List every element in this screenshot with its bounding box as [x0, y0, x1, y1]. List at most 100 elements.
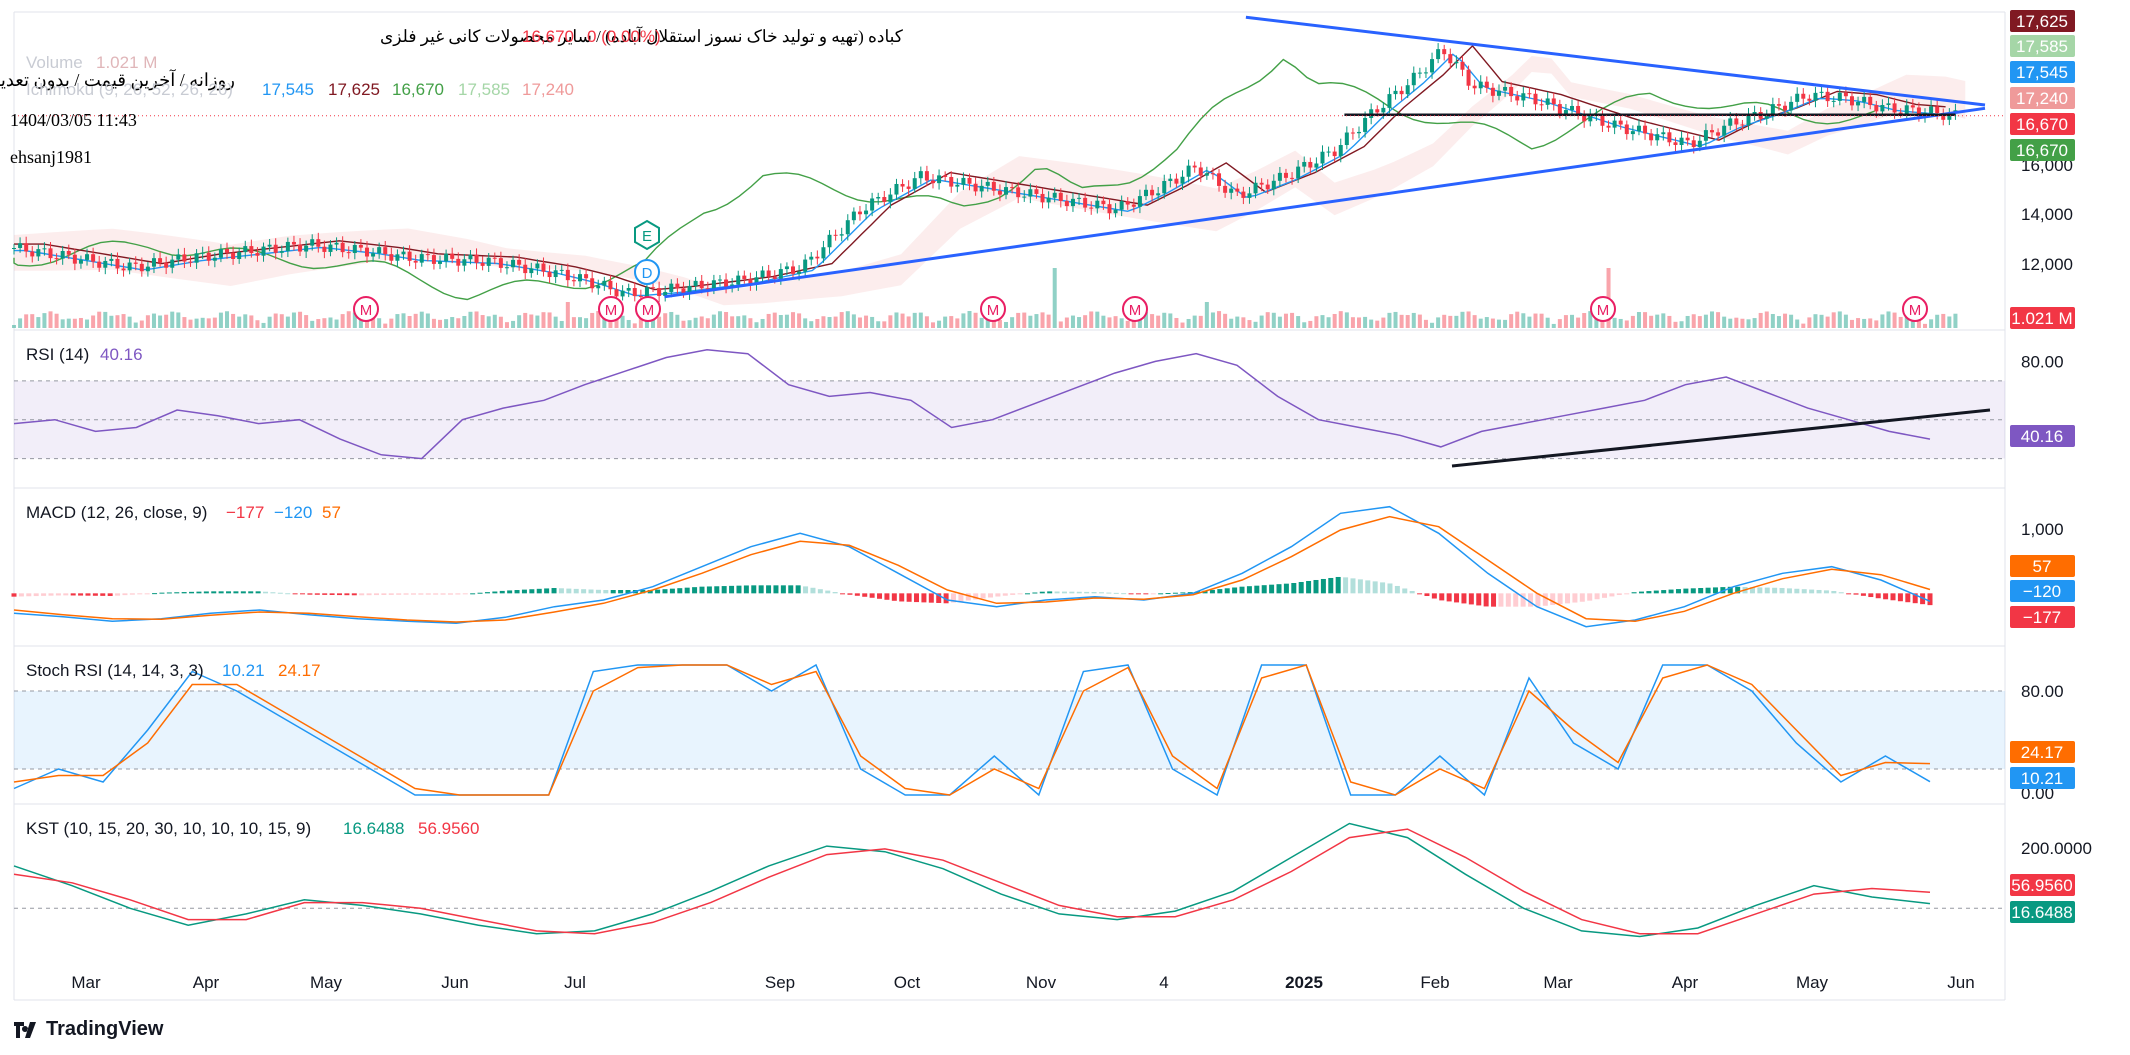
candle-body [1344, 132, 1349, 146]
candle-body [754, 277, 759, 285]
volume-bar [912, 312, 917, 328]
volume-bar [1880, 314, 1885, 328]
volume-bar [1423, 319, 1428, 328]
macd-histogram-bar [314, 593, 320, 595]
price-badge-last: 16,670 [2010, 113, 2075, 135]
dividend-icon [634, 259, 660, 285]
time-axis-label: Sep [765, 973, 795, 992]
rsi-pane[interactable]: RSI (14) 40.16 [13, 345, 2005, 468]
volume-bar [1703, 314, 1708, 328]
volume-bar [1496, 319, 1501, 328]
macd-histogram-bar [1306, 580, 1312, 594]
tradingview-logo[interactable]: TradingView [14, 1018, 163, 1041]
candle-body [529, 268, 534, 274]
macd-histogram-bar [351, 593, 357, 596]
macd-histogram-bar [1357, 579, 1363, 594]
macd-histogram-bar [55, 593, 61, 596]
volume-bar [943, 316, 948, 328]
candle-body [1472, 85, 1477, 89]
macd-histogram-bar [958, 593, 964, 602]
volume-bar [1357, 317, 1362, 328]
candle-body [1752, 112, 1757, 115]
macd-value: −120 [274, 503, 312, 522]
kst-pane[interactable]: KST (10, 15, 20, 30, 10, 10, 10, 15, 9) 1… [13, 819, 2005, 938]
macd-pane[interactable]: MACD (12, 26, close, 9) −177 −120 57 [11, 503, 1933, 628]
volume-bar [1131, 319, 1136, 328]
volume-bar [225, 311, 230, 328]
stoch-rsi-pane[interactable]: Stoch RSI (14, 14, 3, 3) 10.21 24.17 [13, 661, 2005, 797]
macd-signal-badge-bg [2010, 555, 2075, 577]
price-badge-span-b-text: 17,240 [2016, 89, 2068, 108]
candle-body [377, 247, 382, 254]
candle-body [1040, 193, 1045, 203]
price-pane[interactable]: E D M M M M M M M [12, 15, 2005, 328]
volume-bar [1819, 314, 1824, 328]
macd-histogram-bar [1661, 590, 1667, 594]
macd-histogram-bar [721, 586, 727, 594]
price-axis-label: 14,000 [2021, 205, 2073, 224]
candle-body [504, 267, 509, 269]
volume-bar [413, 313, 418, 328]
volume-bar [1898, 316, 1903, 328]
candle-body [742, 275, 747, 280]
ichimoku-chikou: 16,670 [392, 80, 444, 99]
macd-histogram-bar [1335, 576, 1341, 594]
volume-bar [949, 316, 954, 328]
macd-histogram-bar [1024, 593, 1030, 595]
candle-body [1636, 125, 1641, 132]
macd-histogram-bar [1668, 589, 1674, 594]
event-marker-label: M [1597, 302, 1610, 319]
macd-histogram-bar [1010, 593, 1016, 595]
volume-bar [894, 312, 899, 328]
candle-body [225, 248, 230, 253]
time-axis-label: Jul [564, 973, 586, 992]
macd-histogram-bar [743, 585, 749, 594]
candle-body [1168, 178, 1173, 181]
volume-bar [1223, 313, 1228, 328]
candle-body [170, 259, 175, 268]
candle-body [584, 274, 589, 279]
macd-histogram-bar [1897, 593, 1903, 602]
candle-body [267, 244, 272, 247]
macd-histogram-bar [647, 590, 653, 594]
candle-body [1387, 94, 1392, 108]
volume-bar [1064, 317, 1069, 328]
volume-bar [1831, 312, 1836, 328]
candle-body [1241, 191, 1246, 198]
candle-body [456, 258, 461, 266]
macd-histogram-bar [1069, 591, 1075, 594]
volume-bar [1563, 315, 1568, 328]
macd-histogram-bar [1098, 592, 1104, 594]
candle-body [1107, 204, 1112, 214]
price-badge-kijun-text: 17,625 [2016, 12, 2068, 31]
volume-bar [730, 316, 735, 328]
macd-histogram-bar [1032, 592, 1038, 594]
volume-bar [1636, 312, 1641, 328]
macd-histogram-bar [758, 585, 764, 594]
candle-body [1673, 142, 1678, 145]
volume-bar [973, 312, 978, 328]
tradingview-icon [14, 1021, 36, 1038]
volume-bar [1776, 316, 1781, 328]
volume-bar [1058, 321, 1063, 328]
macd-histogram-bar [1084, 591, 1090, 594]
candle-body [602, 280, 607, 286]
volume-bar [395, 314, 400, 328]
volume-bar [924, 316, 929, 328]
volume-bar [151, 313, 156, 328]
price-badge-span-a-bg [2010, 35, 2075, 57]
volume-bar [1217, 311, 1222, 328]
candle-body [1375, 109, 1380, 113]
kst-label: KST (10, 15, 20, 30, 10, 10, 10, 15, 9) [26, 819, 311, 838]
candle-body [1837, 92, 1842, 101]
macd-histogram-bar [1320, 578, 1326, 594]
macd-histogram-bar [1143, 593, 1149, 595]
macd-histogram-bar [640, 590, 646, 594]
volume-bar [1265, 312, 1270, 328]
stoch-d-line [13, 664, 1931, 796]
volume-bar [1095, 311, 1100, 328]
rsi-badge: 40.16 [2010, 425, 2075, 447]
candle-body [328, 244, 333, 252]
candle-body [1101, 200, 1106, 205]
